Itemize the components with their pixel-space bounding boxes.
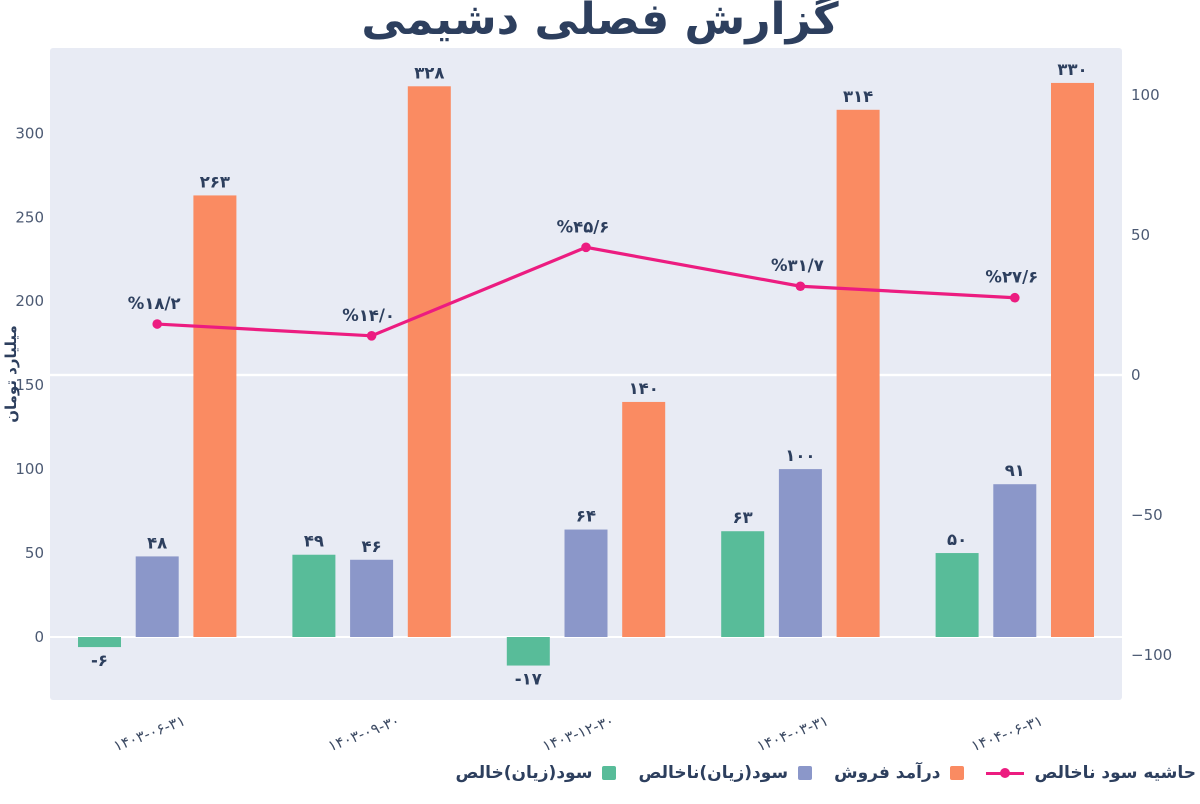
line-point[interactable] [152, 319, 162, 329]
x-axis-label: ۱۴۰۳-۱۲-۳۰ [540, 711, 617, 755]
bar[interactable] [292, 554, 336, 637]
gross-margin-line-swatch-icon [986, 766, 1025, 780]
line-point[interactable] [1010, 292, 1020, 303]
left-axis-tick: 250 [15, 208, 44, 226]
bar[interactable] [622, 401, 666, 637]
legend-item-gross-margin[interactable]: حاشیه سود ناخالص [986, 763, 1196, 783]
legend-item-net-profit[interactable]: سود(زیان)خالص [456, 763, 617, 783]
bar[interactable] [721, 531, 765, 637]
x-axis-label: ۱۴۰۴-۰۶-۳۱ [969, 711, 1046, 755]
legend-item-gross-profit[interactable]: سود(زیان)ناخالص [638, 763, 813, 783]
left-axis-tick: 0 [34, 628, 44, 646]
bar-value-label: -۶ [91, 651, 108, 670]
legend-label-net-profit: سود(زیان)خالص [455, 763, 593, 783]
legend-label-gross-profit: سود(زیان)ناخالص [638, 763, 789, 783]
bar[interactable] [135, 556, 179, 637]
net-profit-swatch-icon [602, 766, 617, 780]
line-point[interactable] [366, 331, 377, 341]
bar[interactable] [350, 559, 394, 637]
left-axis-tick: 100 [15, 460, 44, 478]
bar-value-label: ۴۶ [362, 537, 382, 556]
bar-value-label: ۶۳ [733, 508, 753, 527]
line-point[interactable] [581, 242, 591, 253]
legend-label-gross-margin: حاشیه سود ناخالص [1034, 763, 1196, 783]
right-axis-tick: −100 [1131, 646, 1172, 664]
bar[interactable] [1051, 82, 1094, 638]
bar-value-label: ۶۴ [576, 507, 596, 526]
bar-value-label: ۳۱۴ [843, 87, 873, 106]
legend-label-revenue: درآمد فروش [834, 763, 941, 783]
title-prefix: گزارش فصلی [534, 0, 839, 45]
bar[interactable] [836, 109, 880, 637]
left-axis-tick: 50 [25, 544, 44, 562]
bar-value-label: -۱۷ [515, 670, 542, 689]
right-axis-tick: −50 [1131, 506, 1163, 524]
line-point[interactable] [795, 281, 806, 292]
bar-value-label: ۱۰۰ [785, 446, 815, 465]
bar[interactable] [193, 195, 237, 637]
legend: سود(زیان)خالص سود(زیان)ناخالص درآمد فروش… [456, 763, 1196, 783]
title-emphasis: دشیمی [361, 0, 520, 45]
right-axis-tick: 100 [1131, 86, 1160, 104]
bar-value-label: ۴۸ [147, 533, 167, 552]
bar-value-label: ۲۶۳ [200, 172, 230, 191]
bar[interactable] [935, 553, 979, 637]
bar[interactable] [506, 637, 550, 666]
x-axis-label: ۱۴۰۳-۰۶-۳۱ [111, 711, 188, 755]
bar-value-label: ۱۴۰ [629, 379, 659, 398]
bar[interactable] [564, 529, 608, 637]
bar[interactable] [78, 637, 121, 648]
bar-value-label: ۴۹ [304, 532, 324, 551]
revenue-swatch-icon [950, 766, 965, 780]
line-point-label: %۳۱/۷ [771, 256, 824, 275]
line-point-label: %۴۵/۶ [557, 217, 610, 236]
bar-value-label: ۳۲۸ [414, 63, 444, 82]
bar[interactable] [778, 469, 822, 637]
left-axis-tick: 200 [15, 292, 44, 310]
bar[interactable] [993, 484, 1037, 637]
x-axis-label: ۱۴۰۴-۰۳-۳۱ [754, 711, 831, 755]
line-point-label: %۱۸/۲ [128, 294, 181, 313]
y-axis-title: میلیارد تومان [2, 325, 20, 423]
right-axis-zero-gridline [50, 373, 1122, 377]
gross-profit-swatch-icon [798, 766, 813, 780]
page-title: گزارش فصلی دشیمی [0, 0, 1200, 45]
bar[interactable] [407, 86, 451, 637]
legend-item-revenue[interactable]: درآمد فروش [834, 763, 965, 783]
line-point-label: %۱۴/۰ [342, 306, 395, 325]
bar-value-label: ۵۰ [947, 530, 967, 549]
left-axis-tick: 300 [15, 124, 44, 142]
x-axis-label: ۱۴۰۳-۰۹-۳۰ [325, 711, 402, 755]
right-axis-tick: 0 [1131, 366, 1141, 384]
line-point-label: %۲۷/۶ [985, 268, 1038, 287]
bar-value-label: ۹۱ [1005, 461, 1025, 480]
bar-value-label: ۳۳۰ [1057, 60, 1087, 79]
right-axis-tick: 50 [1131, 226, 1150, 244]
left-axis-tick: 150 [15, 376, 44, 394]
